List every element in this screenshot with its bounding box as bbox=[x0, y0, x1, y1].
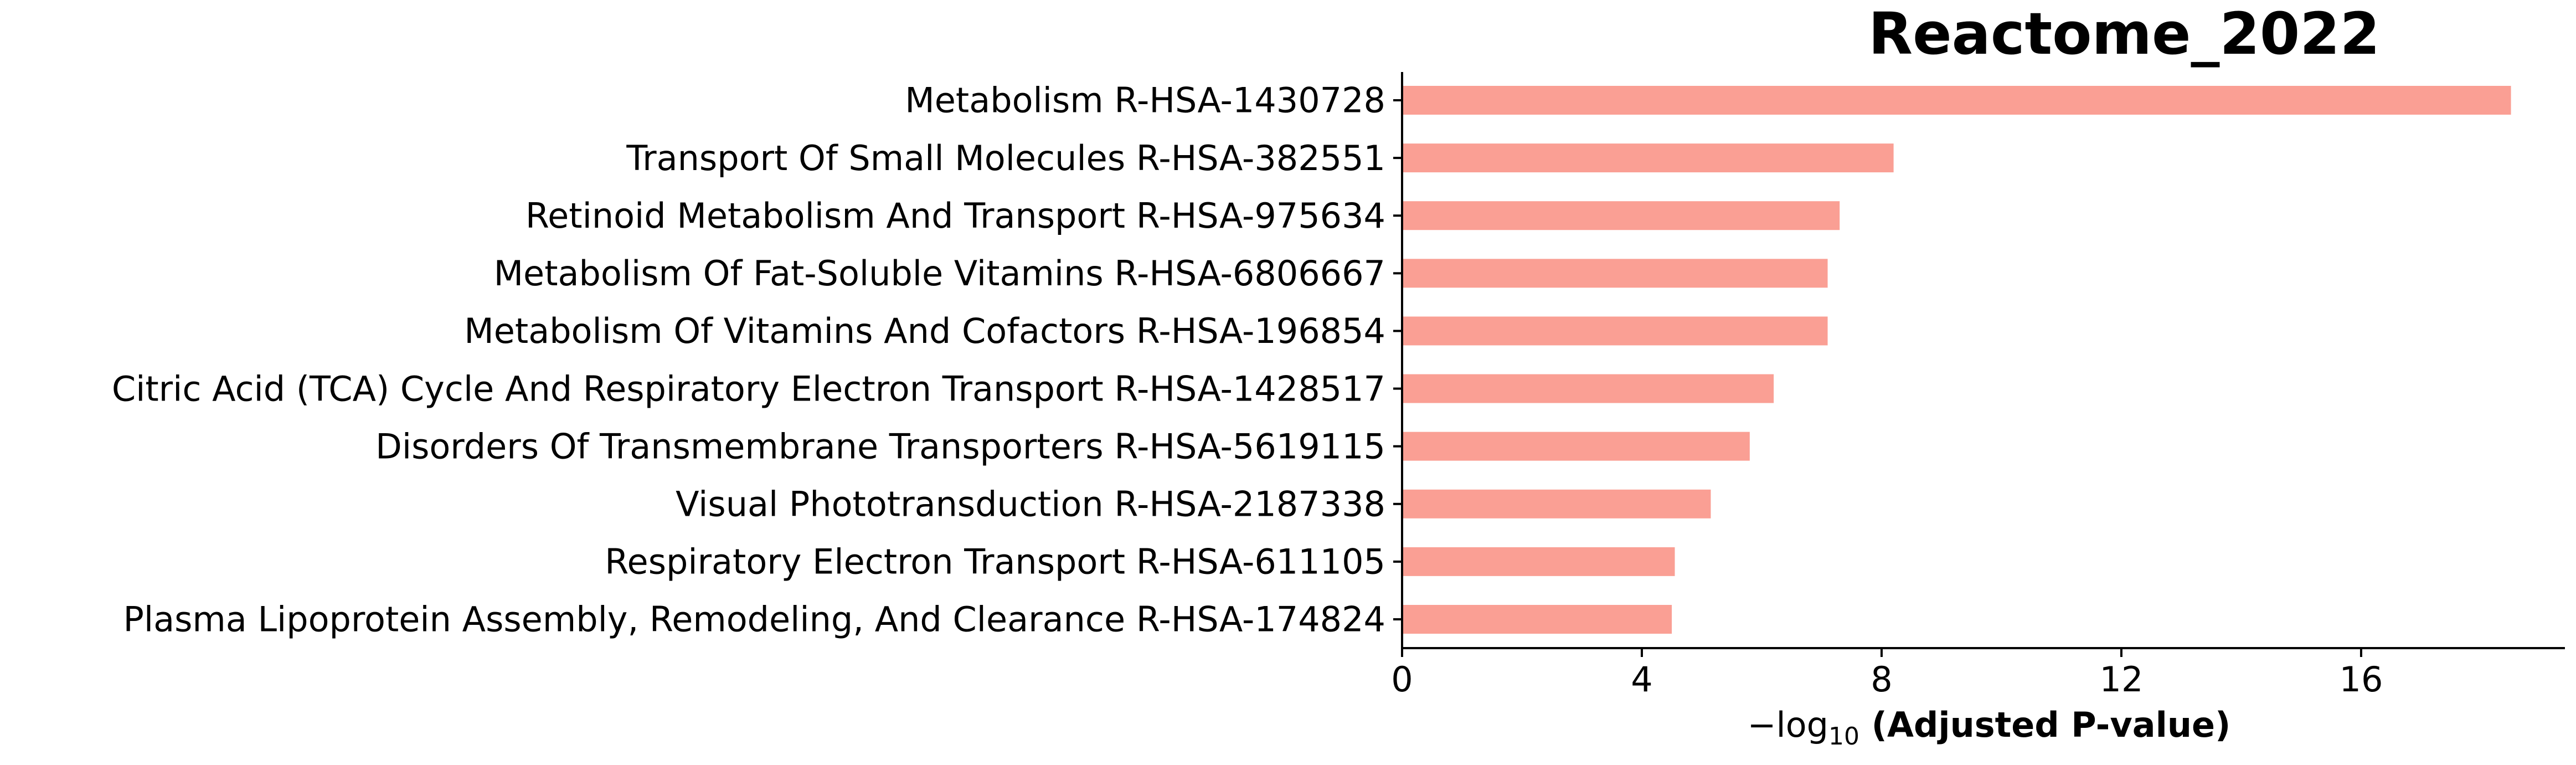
x-axis-label: −log10 (Adjusted P-value) bbox=[1748, 705, 2231, 751]
category-label: Metabolism Of Vitamins And Cofactors R-H… bbox=[464, 311, 1385, 351]
bar bbox=[1402, 605, 1672, 634]
x-tick-label: 4 bbox=[1631, 659, 1652, 700]
x-ticks: 0 4 8 12 16 bbox=[1391, 648, 2383, 700]
bar bbox=[1402, 432, 1750, 461]
bar bbox=[1402, 143, 1894, 173]
category-label: Visual Phototransduction R-HSA-2187338 bbox=[676, 484, 1385, 524]
bar bbox=[1402, 547, 1675, 576]
bar bbox=[1402, 316, 1828, 346]
bar bbox=[1402, 489, 1711, 518]
category-label: Metabolism Of Fat-Soluble Vitamins R-HSA… bbox=[494, 253, 1385, 294]
x-axis-label-bold: (Adjusted P-value) bbox=[1859, 705, 2230, 745]
x-tick-label: 12 bbox=[2100, 659, 2144, 700]
category-label: Plasma Lipoprotein Assembly, Remodeling,… bbox=[123, 599, 1386, 640]
category-label: Respiratory Electron Transport R-HSA-611… bbox=[605, 542, 1385, 582]
category-labels: Metabolism R-HSA-1430728 Transport Of Sma… bbox=[112, 80, 1402, 640]
bar bbox=[1402, 86, 2511, 115]
category-label: Metabolism R-HSA-1430728 bbox=[905, 80, 1385, 121]
x-tick-label: 0 bbox=[1391, 659, 1413, 700]
x-tick-label: 8 bbox=[1871, 659, 1892, 700]
x-axis-label-subscript: 10 bbox=[1828, 722, 1859, 751]
bar bbox=[1402, 259, 1828, 288]
chart-title: Reactome_2022 bbox=[1868, 0, 2380, 68]
x-axis-label-prefix: −log bbox=[1748, 705, 1828, 745]
bars-group bbox=[1402, 86, 2511, 634]
category-label: Transport Of Small Molecules R-HSA-38255… bbox=[626, 138, 1385, 178]
category-label: Citric Acid (TCA) Cycle And Respiratory … bbox=[112, 368, 1385, 409]
bar bbox=[1402, 374, 1774, 403]
category-label: Retinoid Metabolism And Transport R-HSA-… bbox=[525, 196, 1385, 236]
x-tick-label: 16 bbox=[2340, 659, 2383, 700]
bar bbox=[1402, 201, 1840, 230]
category-label: Disorders Of Transmembrane Transporters … bbox=[375, 426, 1385, 466]
